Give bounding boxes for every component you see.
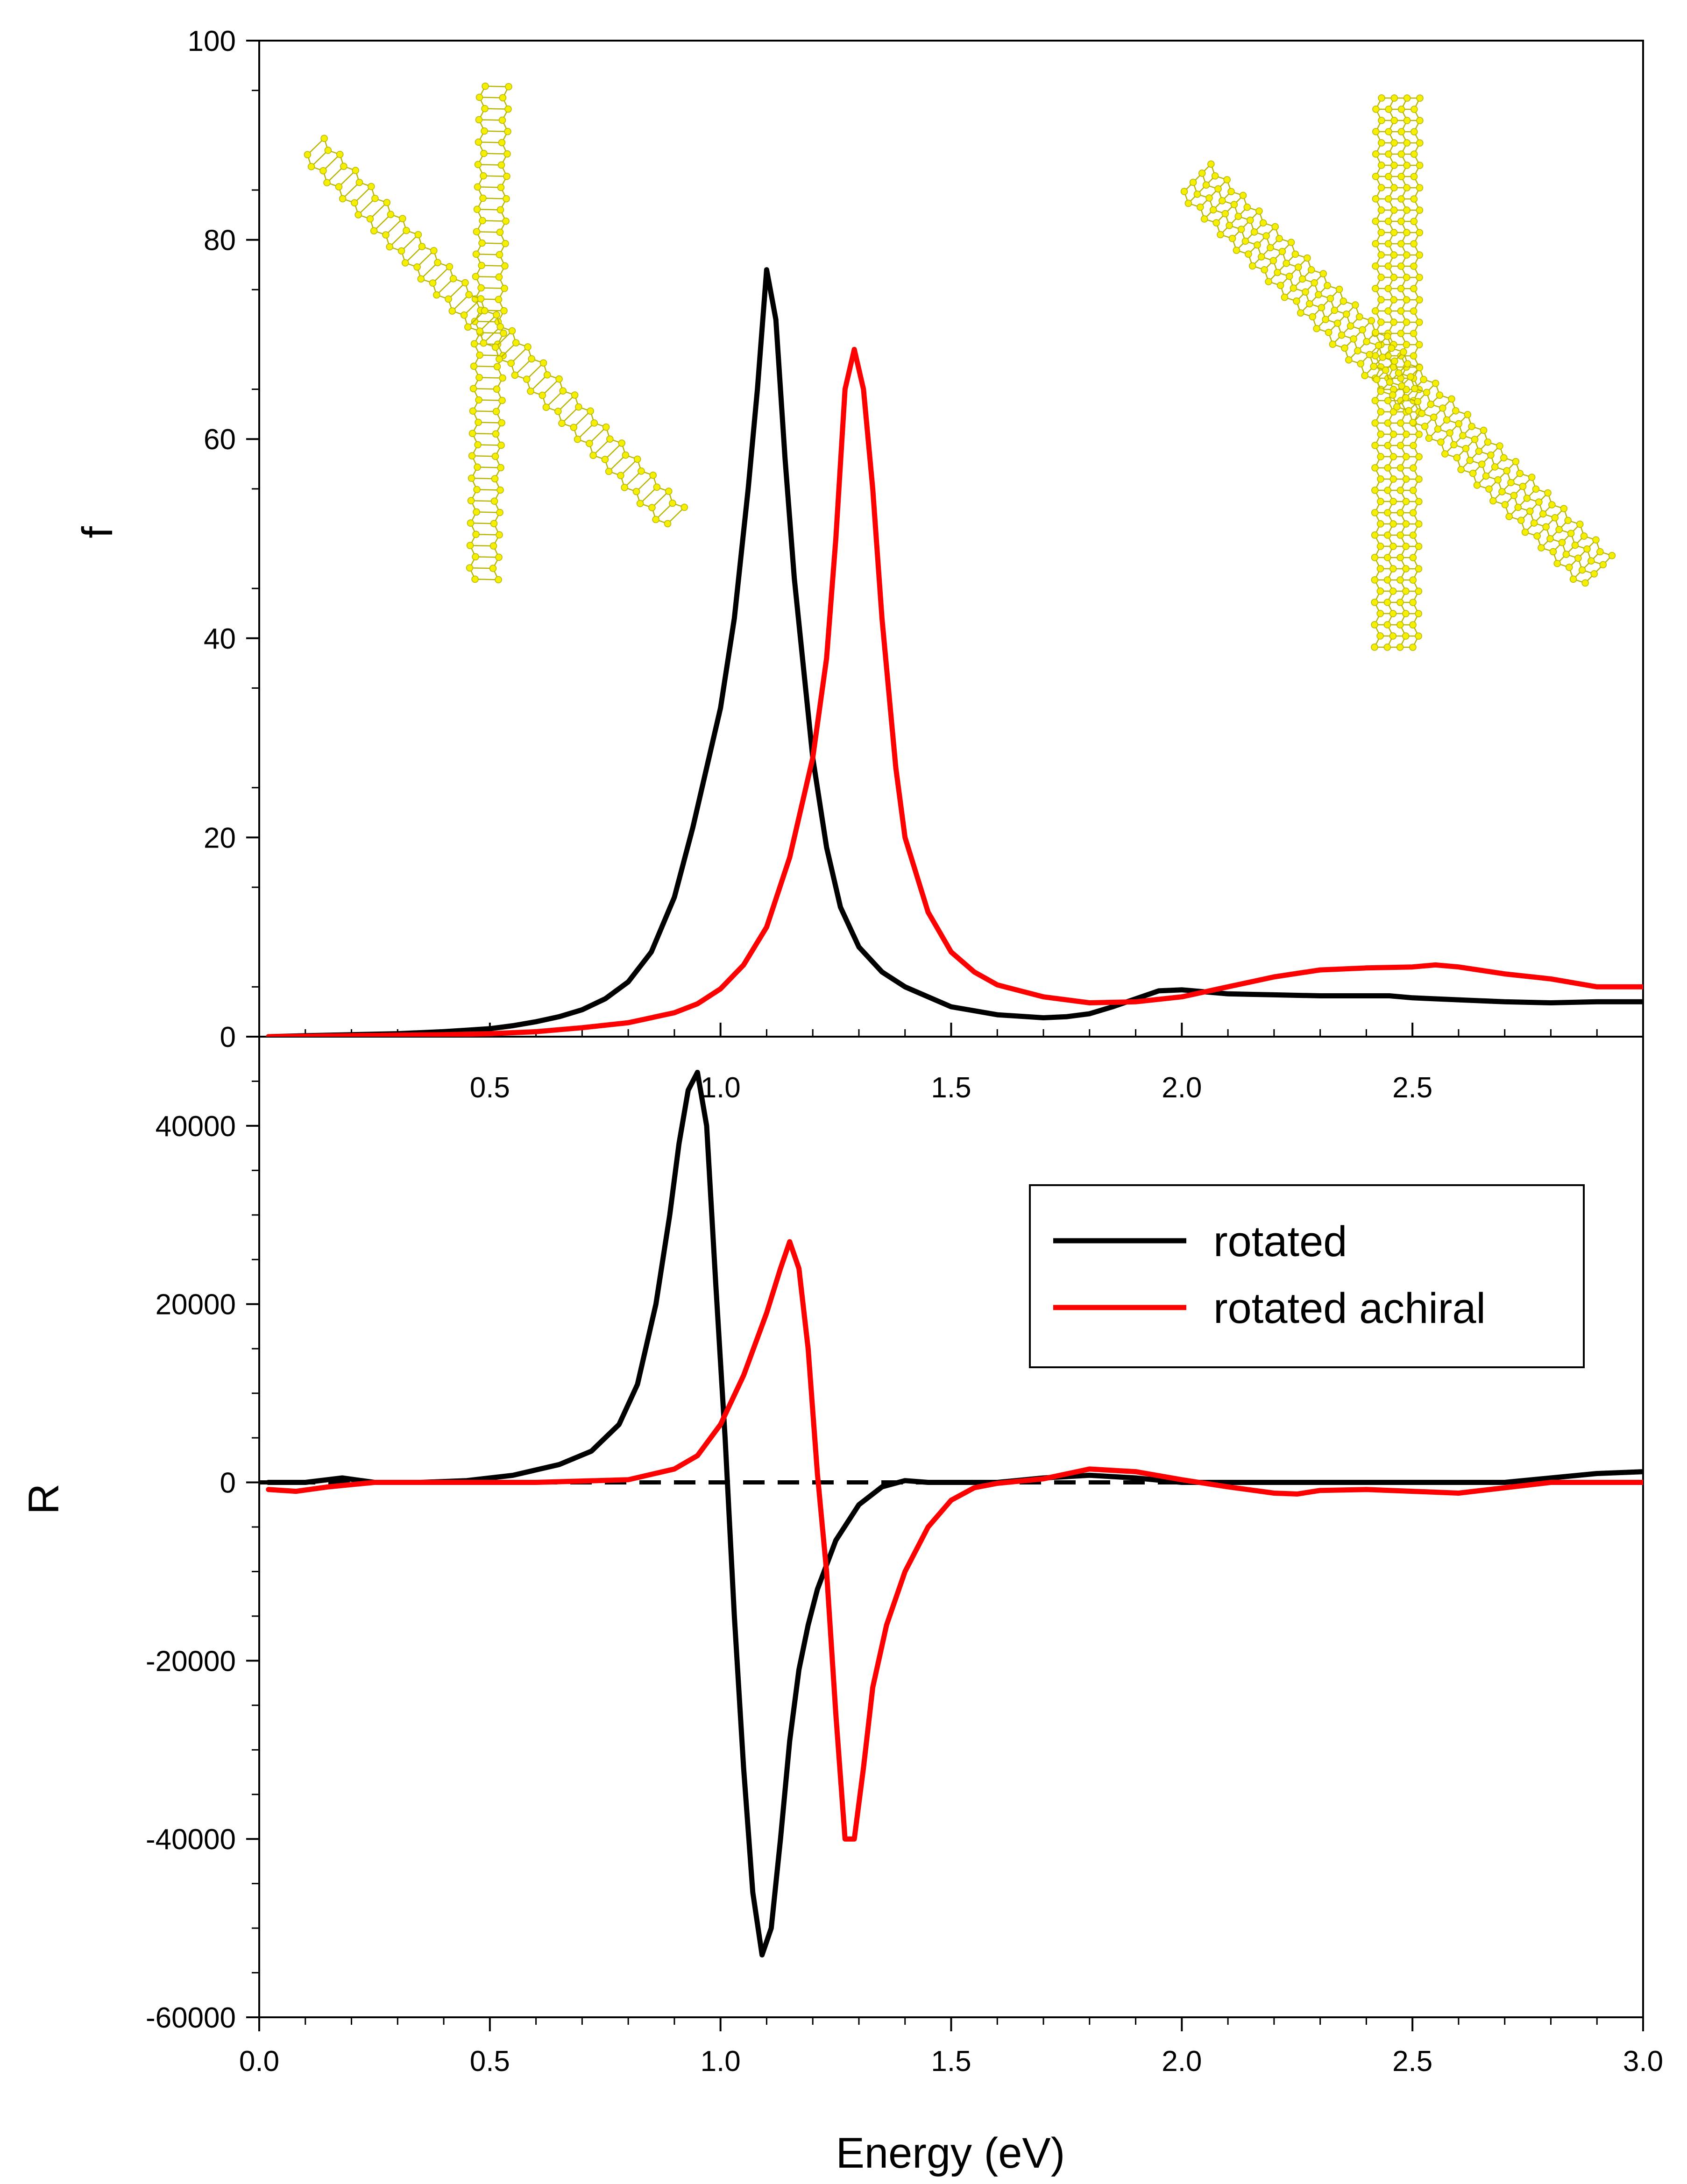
top-series-line-rotated-achiral: [266, 346, 1643, 1037]
legend: rotated rotated achiral: [1029, 1184, 1585, 1368]
bottom-x-tick-label: 2.0: [1162, 2045, 1202, 2078]
nanorod-diagonal: [304, 134, 688, 528]
top-y-tick-label: 40: [204, 623, 236, 655]
top-x-tick-label: 2.5: [1392, 1072, 1432, 1104]
bottom-y-tick-label: 0: [220, 1467, 236, 1499]
bottom-x-tick-label: 1.0: [701, 2045, 741, 2078]
top-y-tick-label: 60: [204, 424, 236, 456]
legend-label-rotated: rotated: [1213, 1218, 1347, 1265]
top-x-tick-label: 1.0: [701, 1072, 741, 1104]
top-y-tick-label: 80: [204, 225, 236, 257]
bottom-x-tick-label: 3.0: [1623, 2045, 1663, 2078]
top-plot-frame: [258, 40, 1644, 1038]
bottom-y-tick-label: -40000: [146, 1824, 236, 1856]
nanorod-cross-thin-icon: [304, 82, 688, 584]
x-axis-title: Energy (eV): [836, 2129, 1065, 2177]
bottom-series-line-rotated: [266, 1069, 1643, 1958]
top-y-tick-label: 20: [204, 822, 236, 854]
bottom-plot-frame: [258, 1036, 1644, 2018]
legend-box: [1029, 1184, 1585, 1368]
bottom-x-tick-label: 1.5: [931, 2045, 971, 2078]
bottom-x-tick-label: 0.5: [470, 2045, 510, 2078]
bottom-y-tick-label: -20000: [146, 1645, 236, 1677]
legend-label-rotated-achiral: rotated achiral: [1213, 1285, 1486, 1332]
bottom-x-tick-label: 0.0: [239, 2045, 279, 2078]
top-series-line-rotated: [266, 267, 1643, 1037]
top-y-tick-label: 0: [220, 1021, 236, 1053]
nanorod-diagonal: [1180, 160, 1616, 587]
bottom-y-axis-title: R: [20, 1484, 68, 1514]
nanorod-vertical: [466, 82, 512, 584]
top-x-tick-label: 1.5: [931, 1072, 971, 1104]
top-x-tick-label: 0.5: [470, 1072, 510, 1104]
bottom-y-tick-label: 20000: [156, 1289, 236, 1321]
top-x-tick-label: 2.0: [1162, 1072, 1202, 1104]
bottom-y-tick-label: -60000: [146, 2002, 236, 2034]
bottom-series-line-rotated-achiral: [266, 1239, 1643, 1842]
top-y-axis-title: f: [74, 526, 121, 538]
top-y-tick-label: 100: [188, 25, 236, 57]
nanorod-cross-thick-icon: [1180, 94, 1616, 651]
bottom-y-tick-label: 40000: [156, 1110, 236, 1143]
bottom-x-tick-label: 2.5: [1392, 2045, 1432, 2078]
